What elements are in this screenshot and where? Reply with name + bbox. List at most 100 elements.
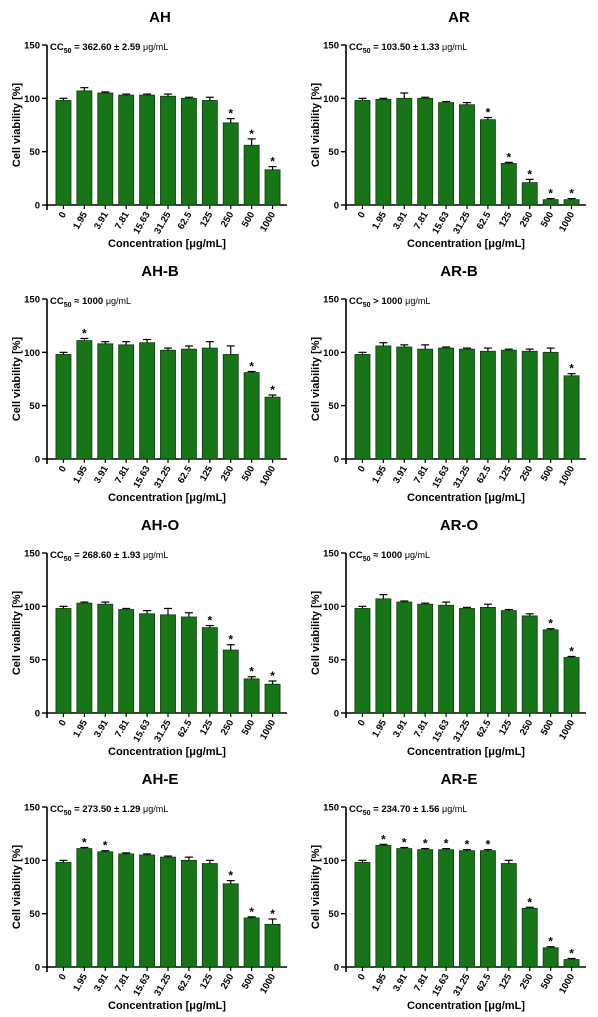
bar [563, 657, 580, 714]
chart-panel: AH-O CC50 = 268.60 ± 1.93 μg/mL 0 50 100 150 C… [0, 508, 299, 762]
y-tick-label: 50 [29, 401, 40, 412]
cc50-value: ≈ 1000 [72, 296, 106, 307]
x-axis-title: Concentration [μg/mL] [407, 238, 525, 250]
bar [160, 349, 176, 460]
bar [55, 100, 72, 206]
y-tick-label: 100 [323, 856, 339, 867]
x-tick-label: 31.25 [152, 971, 174, 998]
x-tick-label: 250 [219, 718, 236, 737]
x-tick-label: 31.25 [451, 971, 473, 998]
x-tick-label: 31.25 [152, 463, 174, 490]
bar [97, 343, 114, 460]
x-tick-label: 31.25 [451, 463, 473, 490]
chart-title: AR-B [440, 263, 478, 280]
bar [396, 601, 413, 714]
x-tick-label: 3.91 [92, 209, 111, 231]
bar [417, 348, 434, 460]
bar [459, 608, 475, 714]
cc50-prefix: CC [50, 804, 64, 815]
significance-marker: * [228, 869, 233, 883]
chart-panel: AR CC50 = 103.50 ± 1.33 μg/mL 0 50 100 150 Cel… [299, 0, 598, 254]
x-tick-label: 31.25 [451, 717, 473, 744]
bar [118, 609, 135, 714]
bar [459, 348, 475, 460]
bar [180, 97, 197, 206]
y-tick-label: 100 [24, 348, 40, 359]
x-tick-label: 3.91 [391, 463, 410, 485]
cc50-unit: μg/mL [106, 296, 131, 306]
cc50-prefix: CC [349, 296, 363, 307]
y-tick-label: 100 [323, 348, 339, 359]
x-tick-label: 7.81 [412, 463, 431, 485]
bar [479, 350, 496, 460]
x-tick-label: 15.63 [131, 718, 152, 744]
x-tick-label: 7.81 [412, 717, 431, 739]
x-axis-title: Concentration [μg/mL] [407, 1000, 525, 1012]
y-tick-label: 150 [24, 295, 40, 306]
x-tick-label: 62.5 [475, 717, 494, 739]
x-tick-label: 0 [57, 210, 69, 220]
significance-marker: * [249, 665, 254, 679]
x-axis-title: Concentration [μg/mL] [108, 1000, 226, 1012]
bar [222, 649, 239, 714]
chart-panel: AH-B CC50 ≈ 1000 μg/mL 0 50 100 150 Cell viabi… [0, 254, 299, 508]
cc50-value: ≈ 1000 [371, 550, 405, 561]
cc50-prefix: CC [349, 804, 363, 815]
y-tick-label: 150 [24, 803, 40, 814]
chart-title: AR-O [440, 517, 479, 534]
cc50-subscript: 50 [64, 556, 72, 563]
significance-marker: * [444, 837, 449, 851]
cc50-value: = 273.50 ± 1.29 [72, 804, 144, 815]
bar [354, 862, 371, 968]
bar [417, 603, 434, 714]
significance-marker: * [402, 836, 407, 850]
bar [264, 683, 281, 714]
bar [479, 119, 496, 206]
bar [563, 375, 580, 460]
y-axis-title: Cell viability [%] [11, 844, 23, 929]
y-tick-label: 50 [29, 655, 40, 666]
y-axis-title: Cell viability [%] [310, 590, 322, 675]
bar [160, 856, 176, 968]
bar [521, 907, 538, 968]
y-axis-title: Cell viability [%] [11, 590, 23, 675]
x-tick-label: 31.25 [152, 717, 174, 744]
x-tick-label: 1.95 [370, 717, 389, 739]
bar [354, 608, 371, 714]
x-tick-label: 125 [497, 209, 515, 229]
cc50-subscript: 50 [363, 48, 371, 55]
x-tick-label: 1.95 [370, 463, 389, 485]
x-axis-title: Concentration [μg/mL] [108, 746, 226, 758]
x-tick-label: 31.25 [451, 209, 473, 236]
significance-marker: * [569, 946, 574, 960]
bar [542, 351, 559, 460]
x-tick-label: 0 [57, 464, 69, 474]
y-tick-label: 150 [24, 41, 40, 52]
bar [97, 92, 114, 206]
bar [139, 342, 156, 460]
significance-marker: * [548, 617, 553, 631]
bar [396, 346, 413, 460]
cc50-prefix: CC [349, 550, 363, 561]
significance-marker: * [270, 907, 275, 921]
bar [222, 122, 239, 206]
cc50-subscript: 50 [64, 302, 72, 309]
significance-marker: * [270, 155, 275, 169]
y-tick-label: 150 [323, 295, 339, 306]
x-tick-label: 1.95 [71, 209, 90, 231]
bar [375, 99, 392, 206]
x-tick-label: 3.91 [391, 717, 410, 739]
bar [459, 850, 475, 968]
chart-title: AH [149, 9, 171, 26]
y-tick-label: 50 [29, 909, 40, 920]
x-tick-label: 0 [356, 718, 368, 728]
bar [438, 102, 455, 206]
chart-title: AR [448, 9, 470, 26]
bar [118, 853, 135, 968]
bar [396, 848, 413, 968]
x-tick-label: 62.5 [176, 971, 195, 993]
y-tick-label: 50 [328, 147, 339, 158]
x-tick-label: 125 [497, 717, 515, 737]
